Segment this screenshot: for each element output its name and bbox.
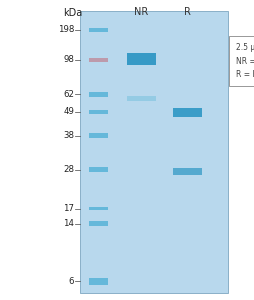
Bar [80,11,227,292]
Text: 198: 198 [57,26,74,34]
Bar [88,110,107,113]
Bar [88,221,107,226]
Bar [88,58,107,62]
Bar [88,28,107,32]
Text: 17: 17 [63,204,74,213]
Text: 28: 28 [63,165,74,174]
Bar [88,92,107,97]
Text: kDa: kDa [63,8,82,17]
Bar [172,168,201,175]
Text: 38: 38 [63,131,74,140]
Text: R: R [183,7,190,16]
Text: 62: 62 [63,90,74,99]
Bar [88,278,107,285]
Text: 49: 49 [63,107,74,116]
Bar [88,133,107,138]
Text: 6: 6 [68,277,74,286]
Bar [126,96,156,101]
Bar [88,167,107,172]
FancyBboxPatch shape [228,36,254,86]
Text: 98: 98 [63,56,74,64]
Bar [126,53,156,65]
Bar [88,207,107,210]
Text: NR: NR [134,7,148,16]
Text: 14: 14 [63,219,74,228]
Text: 2.5 μg loading
NR = Non-reduced
R = Reduced: 2.5 μg loading NR = Non-reduced R = Redu… [235,43,254,79]
Bar [172,108,201,117]
